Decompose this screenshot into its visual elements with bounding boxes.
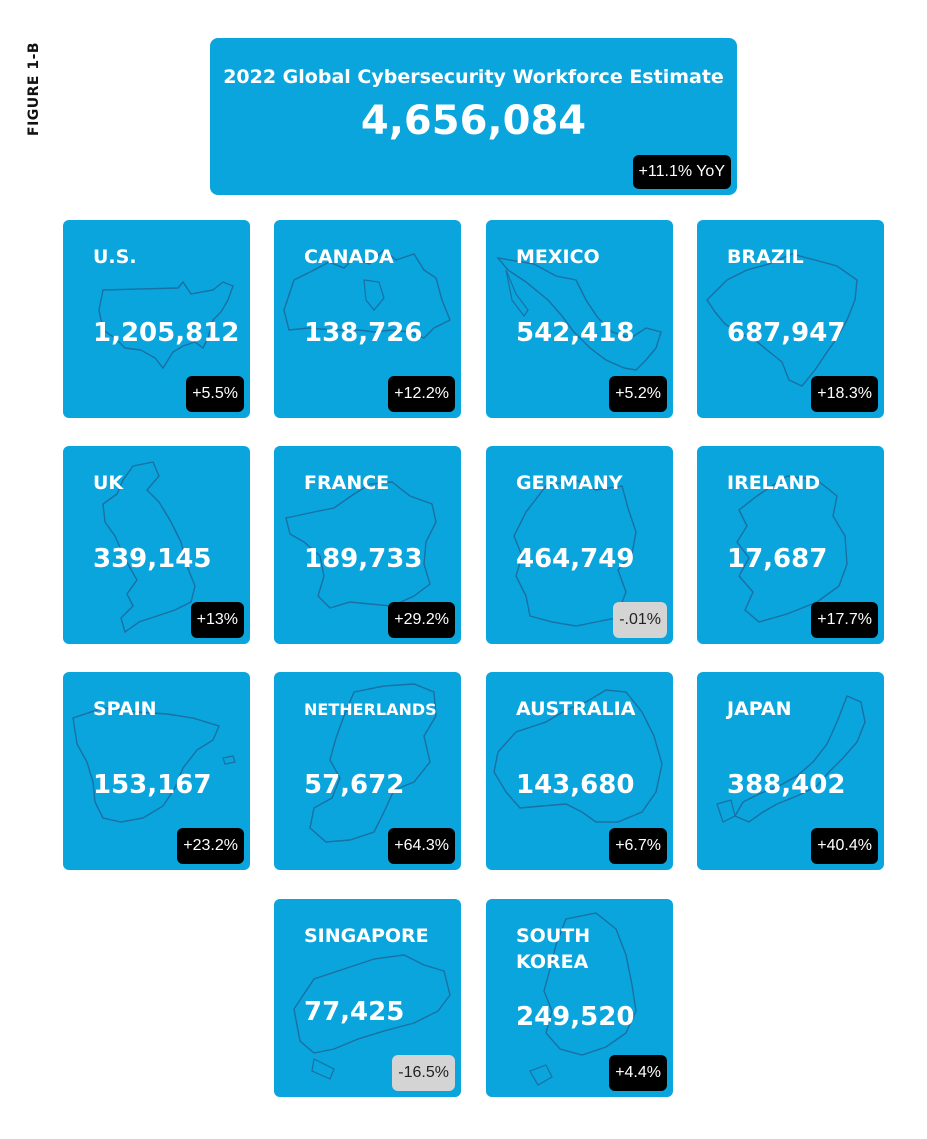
country-change-badge: +18.3%: [811, 376, 878, 412]
country-card-brazil: BRAZIL 687,947 +18.3%: [697, 220, 884, 418]
country-value: 143,680: [516, 770, 635, 800]
country-value: 153,167: [93, 770, 212, 800]
country-card-ireland: IRELAND 17,687 +17.7%: [697, 446, 884, 644]
country-change-badge: +17.7%: [811, 602, 878, 638]
country-name: FRANCE: [304, 472, 390, 494]
country-card-france: FRANCE 189,733 +29.2%: [274, 446, 461, 644]
country-change-badge: +13%: [190, 602, 244, 638]
germany-map-icon: [513, 479, 637, 627]
japan-map-icon: [716, 695, 866, 823]
country-name: U.S.: [93, 246, 137, 268]
australia-map-icon: [493, 689, 663, 823]
brazil-map-icon: [706, 253, 858, 387]
south-korea-map-icon: [529, 912, 637, 1086]
country-change-badge: +40.4%: [811, 828, 878, 864]
country-change-badge: +4.4%: [609, 1055, 667, 1091]
country-value: 138,726: [304, 318, 423, 348]
country-value: 464,749: [516, 544, 635, 574]
country-value: 249,520: [516, 1002, 635, 1032]
country-card-uk: UK 339,145 +13%: [63, 446, 250, 644]
global-total-value: 4,656,084: [360, 98, 587, 144]
us-map-icon: [98, 280, 234, 370]
country-name: MEXICO: [516, 246, 600, 268]
country-card-singapore: SINGAPORE 77,425 -16.5%: [274, 899, 461, 1097]
country-name: SPAIN: [93, 698, 157, 720]
ireland-map-icon: [736, 475, 848, 623]
country-value: 339,145: [93, 544, 212, 574]
country-value: 388,402: [727, 770, 846, 800]
country-name: SINGAPORE: [304, 925, 429, 947]
country-card-south-korea: SOUTH KOREA 249,520 +4.4%: [486, 899, 673, 1097]
country-change-badge: +5.5%: [186, 376, 244, 412]
country-value: 17,687: [727, 544, 828, 574]
country-change-badge: +12.2%: [388, 376, 455, 412]
uk-map-icon: [102, 461, 196, 634]
country-value: 77,425: [304, 997, 405, 1027]
country-value: 189,733: [304, 544, 423, 574]
global-total-change-badge: +11.1% YoY: [632, 155, 731, 189]
country-change-badge: +29.2%: [388, 602, 455, 638]
country-name: SOUTH KOREA: [516, 925, 591, 973]
country-name: NETHERLANDS: [304, 700, 437, 719]
figure-label: FIGURE 1-B: [26, 41, 42, 136]
spain-map-icon: [72, 707, 236, 823]
singapore-map-icon: [293, 954, 451, 1080]
country-card-netherlands: NETHERLANDS 57,672 +64.3%: [274, 672, 461, 870]
mexico-map-icon: [496, 256, 662, 371]
country-card-australia: AUSTRALIA 143,680 +6.7%: [486, 672, 673, 870]
country-name: JAPAN: [727, 698, 792, 720]
country-name: IRELAND: [727, 472, 821, 494]
country-value: 57,672: [304, 770, 405, 800]
country-change-badge: +5.2%: [609, 376, 667, 412]
country-change-badge: -.01%: [613, 602, 667, 638]
country-name: UK: [93, 472, 124, 494]
country-change-badge: +64.3%: [388, 828, 455, 864]
country-change-badge: +23.2%: [177, 828, 244, 864]
country-card-canada: CANADA 138,726 +12.2%: [274, 220, 461, 418]
country-change-badge: +6.7%: [609, 828, 667, 864]
country-value: 687,947: [727, 318, 846, 348]
france-map-icon: [285, 481, 437, 609]
country-change-badge: -16.5%: [392, 1055, 455, 1091]
country-name: AUSTRALIA: [516, 698, 636, 720]
canada-map-icon: [283, 249, 451, 339]
country-card-spain: SPAIN 153,167 +23.2%: [63, 672, 250, 870]
country-card-mexico: MEXICO 542,418 +5.2%: [486, 220, 673, 418]
country-card-us: U.S. 1,205,812 +5.5%: [63, 220, 250, 418]
netherlands-map-icon: [309, 683, 437, 843]
country-value: 1,205,812: [93, 318, 240, 348]
country-card-japan: JAPAN 388,402 +40.4%: [697, 672, 884, 870]
country-value: 542,418: [516, 318, 635, 348]
global-total-card: 2022 Global Cybersecurity Workforce Esti…: [210, 38, 737, 195]
country-card-germany: GERMANY 464,749 -.01%: [486, 446, 673, 644]
country-name: GERMANY: [516, 472, 623, 494]
global-total-title: 2022 Global Cybersecurity Workforce Esti…: [223, 66, 724, 88]
country-name: CANADA: [304, 246, 394, 268]
country-name: BRAZIL: [727, 246, 804, 268]
